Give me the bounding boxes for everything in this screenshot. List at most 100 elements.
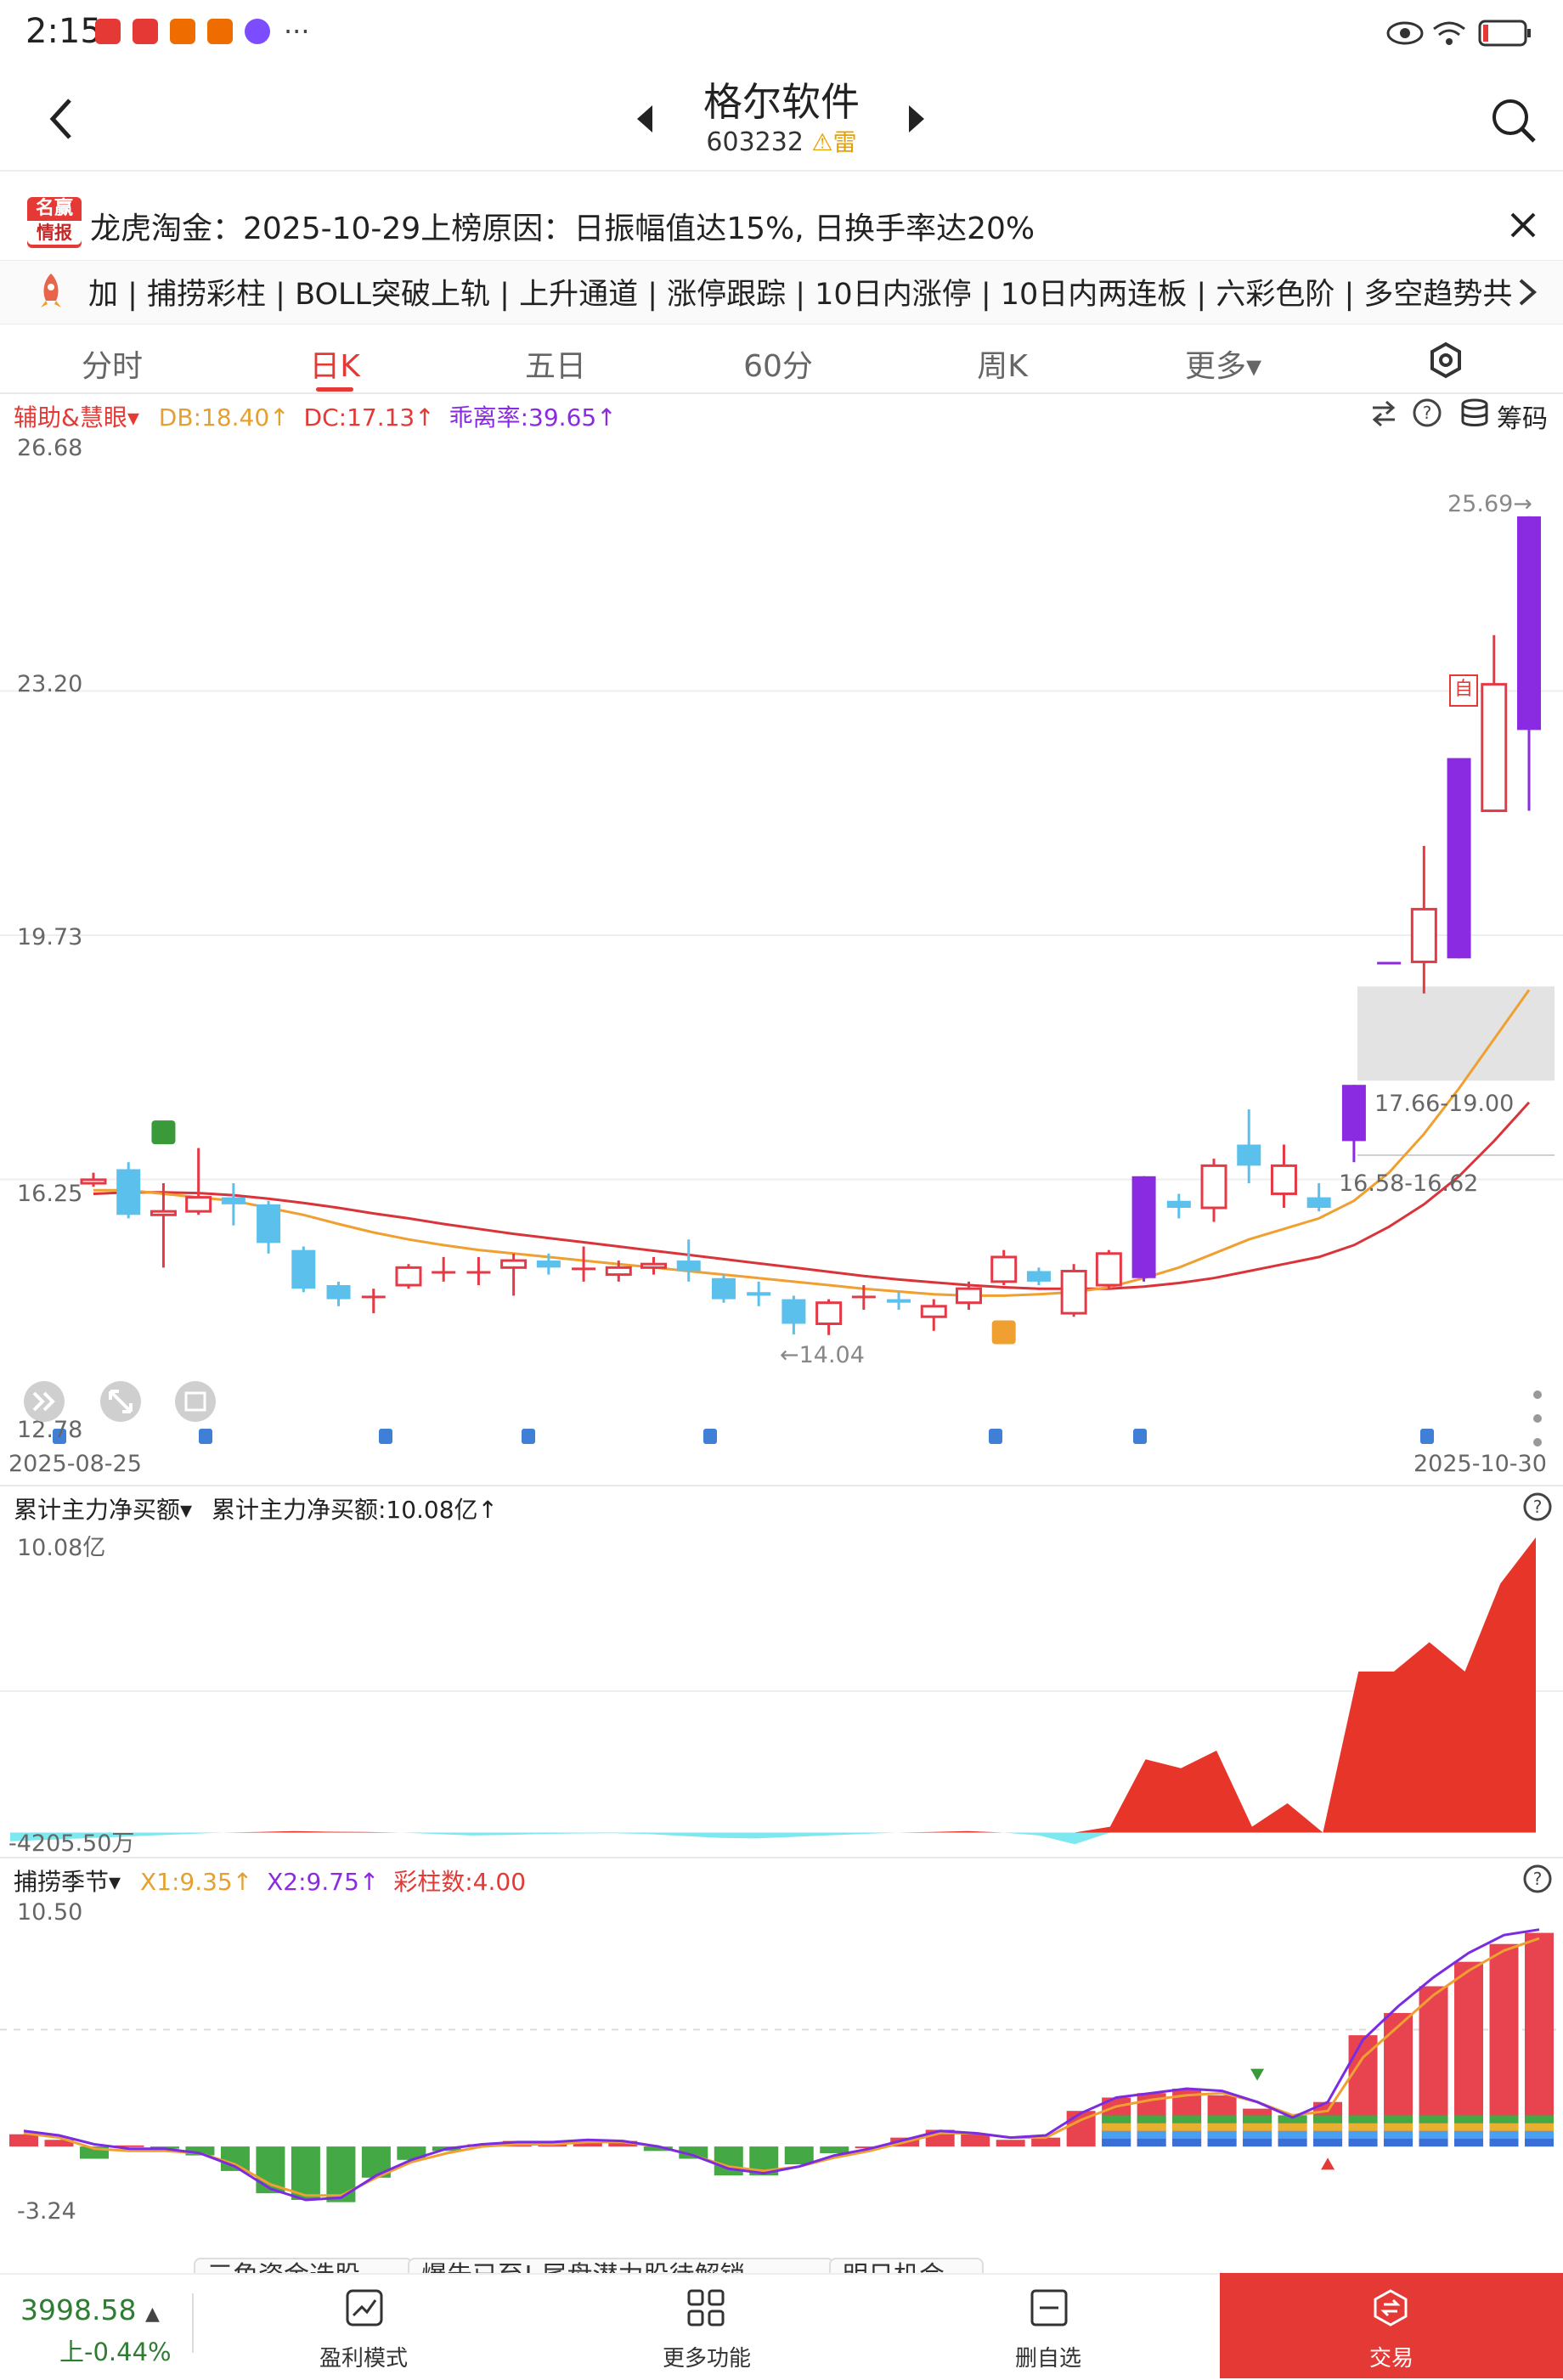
- candle-body: [1481, 683, 1508, 813]
- prev-stock-icon[interactable]: [634, 104, 656, 134]
- risk-badge[interactable]: ⚠雷: [811, 128, 857, 156]
- tab-weekly-k[interactable]: 周K: [977, 349, 1028, 384]
- candle-body: [1026, 1271, 1051, 1282]
- season-color-layer: [1525, 2123, 1554, 2131]
- stock-code: 603232: [706, 127, 804, 157]
- stock-header: [0, 68, 1563, 172]
- announcement-tag: [379, 1429, 392, 1444]
- close-icon[interactable]: [1507, 209, 1539, 241]
- candle-body: [395, 1266, 422, 1287]
- season-bar: [44, 2140, 74, 2147]
- season-bar: [643, 2146, 673, 2152]
- candle-body: [851, 1295, 876, 1299]
- fund-indicator-selector[interactable]: 累计主力净买额▾: [14, 1496, 193, 1524]
- draw-icon[interactable]: [173, 1379, 217, 1424]
- season-bar: [855, 2146, 884, 2149]
- nav-profit-mode[interactable]: 盈利模式: [319, 2346, 408, 2372]
- season-color-layer: [1207, 2115, 1237, 2123]
- expand-icon[interactable]: [99, 1379, 143, 1424]
- y-label-max: 26.68: [17, 435, 83, 461]
- candle-body: [1200, 1164, 1227, 1210]
- season-color-layer: [1489, 2138, 1519, 2147]
- indicator-selector[interactable]: 辅助&慧眼▾: [14, 403, 139, 431]
- kline-chart[interactable]: [0, 430, 1563, 1444]
- next-stock-icon[interactable]: [906, 104, 928, 134]
- nav-trade[interactable]: 交易: [1368, 2346, 1413, 2372]
- fund-value: 累计主力净买额:10.08亿↑: [211, 1496, 499, 1524]
- chips-label[interactable]: 筹码: [1497, 404, 1548, 434]
- season-min-label: -3.24: [17, 2198, 76, 2225]
- stock-name: 格尔软件: [703, 79, 860, 125]
- settings-icon[interactable]: [1429, 341, 1463, 379]
- switch-icon[interactable]: [1369, 399, 1398, 428]
- help-icon[interactable]: ?: [1412, 398, 1442, 428]
- candle-body: [782, 1299, 806, 1324]
- candle-body: [640, 1262, 668, 1269]
- chips-icon[interactable]: [1459, 398, 1490, 428]
- candle-body: [291, 1249, 316, 1289]
- tab-daily-k[interactable]: 日K: [309, 349, 360, 384]
- chip-zone: [1357, 986, 1555, 1081]
- divider: [192, 2293, 194, 2353]
- help-icon[interactable]: ?: [1522, 1492, 1553, 1522]
- season-color-layer: [1102, 2123, 1131, 2131]
- svg-text:?: ?: [1423, 403, 1432, 423]
- season-bar: [326, 2146, 356, 2202]
- tab-intraday[interactable]: 分时: [81, 349, 143, 384]
- news-banner[interactable]: [0, 189, 1563, 258]
- index-value[interactable]: 3998.58 ▲: [20, 2293, 160, 2326]
- back-icon[interactable]: [44, 95, 78, 143]
- season-color-layer: [1384, 2123, 1413, 2131]
- season-bar: [115, 2145, 144, 2147]
- candle-body: [887, 1299, 911, 1303]
- banner-text[interactable]: 龙虎淘金：2025-10-29上榜原因：日振幅值达15%, 日换手率达20%: [90, 211, 1035, 246]
- season-color-layer: [1454, 2115, 1484, 2123]
- season-color-layer: [1243, 2138, 1272, 2147]
- tab-60min[interactable]: 60分: [743, 349, 813, 384]
- bar-count: 彩柱数:4.00: [393, 1868, 527, 1896]
- season-color-layer: [1525, 2130, 1554, 2139]
- help-icon[interactable]: ?: [1522, 1864, 1553, 1894]
- candle-body: [536, 1260, 561, 1268]
- search-icon[interactable]: [1490, 97, 1538, 144]
- logo-bottom: 情报: [27, 221, 82, 245]
- candle-body: [1377, 962, 1402, 965]
- season-color-layer: [1137, 2138, 1166, 2147]
- announcement-tag: [199, 1429, 212, 1444]
- fund-flow-chart[interactable]: [0, 1526, 1563, 1852]
- self-select-mark[interactable]: 自: [1449, 674, 1478, 707]
- season-max-label: 10.50: [17, 1899, 83, 1926]
- candle-body: [990, 1255, 1018, 1283]
- season-bar: [1525, 1932, 1554, 2147]
- fast-forward-icon[interactable]: [22, 1379, 66, 1424]
- season-indicator-selector[interactable]: 捕捞季节▾: [14, 1868, 121, 1896]
- season-chart[interactable]: [0, 1896, 1563, 2236]
- season-color-layer: [1489, 2115, 1519, 2123]
- season-color-layer: [1313, 2130, 1343, 2139]
- buy-arrow-marker: [1321, 2157, 1335, 2170]
- season-color-layer: [1348, 2123, 1378, 2131]
- nav-more-functions[interactable]: 更多功能: [662, 2346, 751, 2372]
- season-color-layer: [1313, 2123, 1343, 2131]
- logo-top: 名赢: [35, 198, 73, 219]
- more-vertical-icon[interactable]: [1527, 1385, 1548, 1452]
- chevron-right-icon[interactable]: [1515, 277, 1539, 307]
- nav-remove-watchlist[interactable]: 删自选: [1014, 2346, 1081, 2372]
- season-color-layer: [1489, 2130, 1519, 2139]
- signal-ticker[interactable]: [0, 260, 1563, 324]
- candle-body: [1166, 1200, 1191, 1209]
- intel-logo: 名赢 情报: [27, 197, 82, 248]
- candle-body: [185, 1196, 212, 1213]
- season-color-layer: [1172, 2115, 1202, 2123]
- season-color-layer: [1348, 2115, 1378, 2123]
- tab-more[interactable]: 更多▾: [1184, 349, 1262, 384]
- tab-five-day[interactable]: 五日: [524, 349, 586, 384]
- season-color-layer: [1419, 2115, 1448, 2123]
- svg-text:?: ?: [1533, 1497, 1543, 1517]
- y-label: 19.73: [17, 924, 83, 950]
- ticker-text[interactable]: 加 | 捕捞彩柱 | BOLL突破上轨 | 上升通道 | 涨停跟踪 | 10日内…: [88, 278, 1513, 312]
- season-color-layer: [1137, 2123, 1166, 2131]
- season-color-layer: [1243, 2123, 1272, 2131]
- fund-max-label: 10.08亿: [17, 1535, 106, 1561]
- season-color-layer: [1278, 2123, 1307, 2131]
